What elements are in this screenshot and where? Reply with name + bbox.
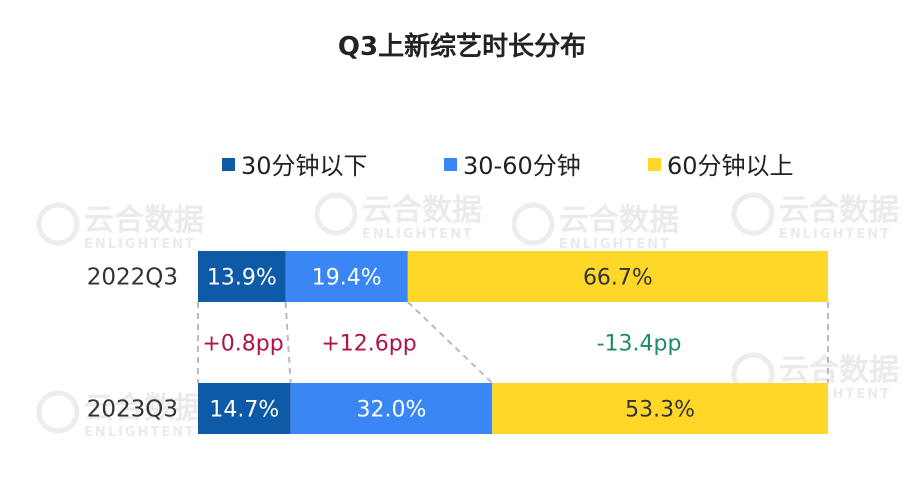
watermark-logo-icon bbox=[314, 192, 358, 236]
legend-label: 60分钟以上 bbox=[667, 152, 794, 180]
watermark-sub: ENLIGHTENT bbox=[779, 227, 891, 242]
watermark-brand: 云合数据 bbox=[559, 203, 679, 238]
legend-item: 30-60分钟 bbox=[444, 152, 581, 180]
category-label: 2022Q3 bbox=[87, 265, 178, 291]
bar-segment bbox=[407, 251, 828, 302]
change-labels: +0.8pp +12.6pp -13.4pp bbox=[202, 332, 681, 357]
bar-value-label: 13.9% bbox=[207, 266, 277, 291]
watermark-logo-icon bbox=[36, 390, 80, 434]
category-label: 2023Q3 bbox=[87, 397, 178, 423]
bar-segment bbox=[198, 251, 286, 302]
legend: 30分钟以下 30-60分钟 60分钟以上 bbox=[222, 152, 794, 180]
watermark-sub: ENLIGHTENT bbox=[84, 237, 196, 252]
legend-item: 30分钟以下 bbox=[222, 152, 368, 180]
bar-value-label: 66.7% bbox=[583, 266, 653, 291]
bars: 13.9% 19.4% 66.7% 14.7% 32.0% 53.3% bbox=[198, 251, 828, 434]
bar-segment bbox=[290, 383, 493, 434]
watermark-sub: ENLIGHTENT bbox=[362, 227, 474, 242]
legend-swatch bbox=[648, 158, 661, 171]
change-label: -13.4pp bbox=[597, 332, 682, 357]
connector-lines bbox=[197, 301, 829, 384]
bar-value-label: 14.7% bbox=[209, 398, 279, 423]
bar-segment bbox=[492, 383, 828, 434]
watermark-brand: 云合数据 bbox=[362, 193, 482, 228]
watermark-sub: ENLIGHTENT bbox=[559, 237, 671, 252]
watermark-brand: 云合数据 bbox=[84, 203, 204, 238]
bar-value-label: 19.4% bbox=[312, 266, 382, 291]
watermark-logo-icon bbox=[511, 202, 555, 246]
change-label: +0.8pp bbox=[202, 332, 283, 357]
connector-line bbox=[284, 301, 292, 384]
category-labels: 2022Q3 2023Q3 bbox=[87, 265, 178, 423]
watermark-sub: ENLIGHTENT bbox=[84, 425, 196, 440]
bar-value-label: 53.3% bbox=[625, 398, 695, 423]
legend-label: 30分钟以下 bbox=[241, 152, 368, 180]
watermark-logo-icon bbox=[731, 192, 775, 236]
chart-title: Q3上新综艺时长分布 bbox=[338, 31, 586, 62]
watermark-brand: 云合数据 bbox=[779, 353, 899, 388]
connector-line bbox=[407, 301, 493, 384]
bar-value-label: 32.0% bbox=[356, 398, 426, 423]
watermark-brand: 云合数据 bbox=[779, 193, 899, 228]
bar-segment bbox=[285, 251, 408, 302]
legend-label: 30-60分钟 bbox=[463, 152, 581, 180]
watermark-logo-icon bbox=[36, 202, 80, 246]
change-label: +12.6pp bbox=[321, 332, 416, 357]
bar-segment bbox=[198, 383, 291, 434]
watermark-brand: 云合数据 bbox=[84, 391, 204, 426]
legend-swatch bbox=[444, 158, 457, 171]
legend-swatch bbox=[222, 158, 235, 171]
legend-item: 60分钟以上 bbox=[648, 152, 794, 180]
